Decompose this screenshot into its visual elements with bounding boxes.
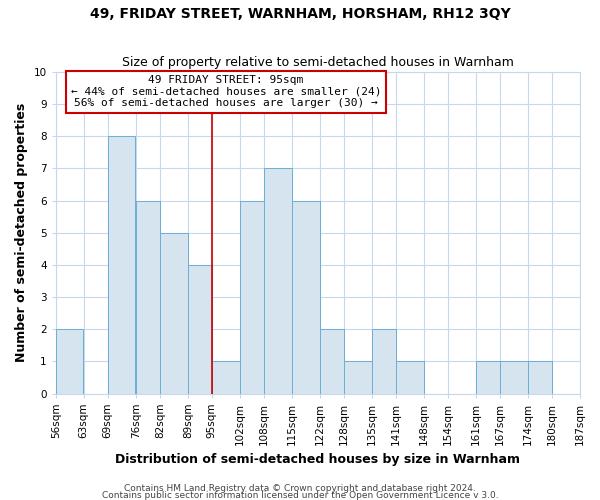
Bar: [500, 362, 527, 394]
Text: Contains HM Land Registry data © Crown copyright and database right 2024.: Contains HM Land Registry data © Crown c…: [124, 484, 476, 493]
Text: 49, FRIDAY STREET, WARNHAM, HORSHAM, RH12 3QY: 49, FRIDAY STREET, WARNHAM, HORSHAM, RH1…: [89, 8, 511, 22]
Bar: [264, 168, 292, 394]
Y-axis label: Number of semi-detached properties: Number of semi-detached properties: [15, 103, 28, 362]
Text: Contains public sector information licensed under the Open Government Licence v : Contains public sector information licen…: [101, 491, 499, 500]
Bar: [56, 329, 83, 394]
Bar: [528, 362, 552, 394]
Bar: [212, 362, 239, 394]
Bar: [476, 362, 500, 394]
Title: Size of property relative to semi-detached houses in Warnham: Size of property relative to semi-detach…: [122, 56, 514, 70]
Bar: [108, 136, 136, 394]
Text: 49 FRIDAY STREET: 95sqm
← 44% of semi-detached houses are smaller (24)
56% of se: 49 FRIDAY STREET: 95sqm ← 44% of semi-de…: [71, 76, 382, 108]
Bar: [188, 265, 212, 394]
Bar: [292, 200, 320, 394]
Bar: [320, 329, 344, 394]
Bar: [344, 362, 371, 394]
Bar: [160, 233, 188, 394]
X-axis label: Distribution of semi-detached houses by size in Warnham: Distribution of semi-detached houses by …: [115, 453, 520, 466]
Bar: [136, 200, 160, 394]
Bar: [372, 329, 395, 394]
Bar: [396, 362, 424, 394]
Bar: [240, 200, 263, 394]
